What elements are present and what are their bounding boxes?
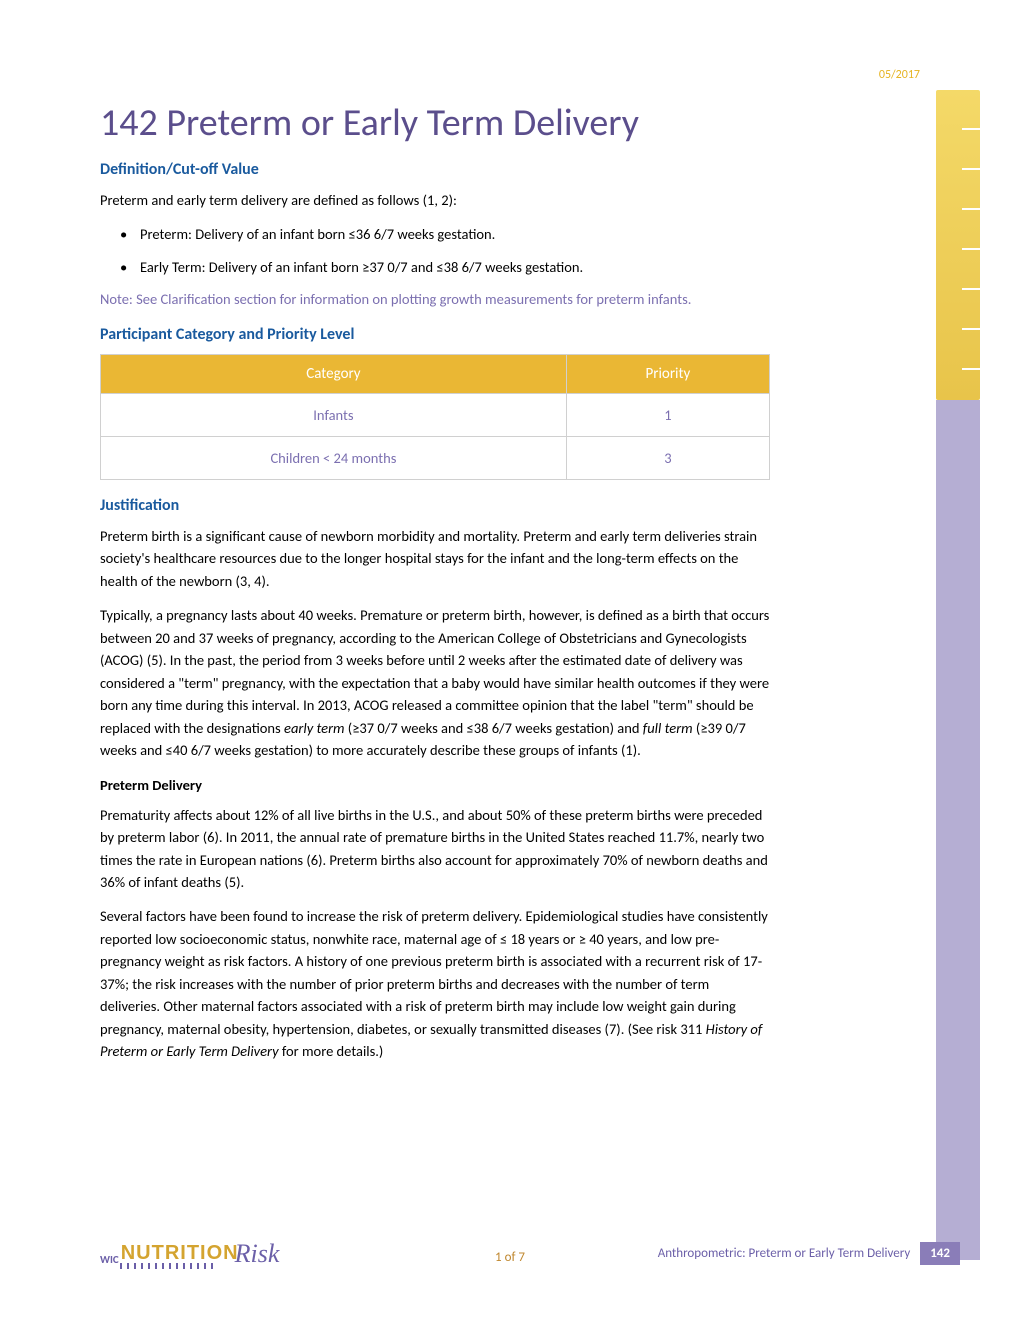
table-cell: Children < 24 months bbox=[101, 436, 567, 479]
list-item: Preterm: Delivery of an infant born ≤36 … bbox=[140, 223, 770, 245]
table-header: Category bbox=[101, 354, 567, 393]
footer-code-badge: 142 bbox=[920, 1242, 960, 1265]
justification-heading: Justification bbox=[100, 496, 770, 515]
body-text: Typically, a pregnancy lasts about 40 we… bbox=[100, 604, 770, 761]
text-span: for more details.) bbox=[279, 1042, 384, 1060]
text-span: Typically, a pregnancy lasts about 40 we… bbox=[100, 606, 769, 736]
definition-note: Note: See Clarification section for info… bbox=[100, 288, 770, 310]
logo-risk-text: Risk bbox=[235, 1239, 280, 1269]
subsection-heading: Preterm Delivery bbox=[100, 776, 770, 794]
sidebar-decoration bbox=[936, 400, 980, 1260]
definition-intro: Preterm and early term delivery are defi… bbox=[100, 189, 770, 211]
definition-heading: Definition/Cut-off Value bbox=[100, 160, 770, 179]
text-span: Several factors have been found to incre… bbox=[100, 907, 768, 1037]
table-header-row: Category Priority bbox=[101, 354, 770, 393]
italic-text: early term bbox=[284, 719, 345, 737]
footer-breadcrumb: Anthropometric: Preterm or Early Term De… bbox=[658, 1246, 911, 1261]
page-title: 142 Preterm or Early Term Delivery bbox=[100, 100, 770, 146]
table-cell: Infants bbox=[101, 393, 567, 436]
logo-wic-text: WIC bbox=[100, 1254, 119, 1265]
body-text: Preterm birth is a significant cause of … bbox=[100, 525, 770, 592]
page-number: 1 of 7 bbox=[495, 1250, 525, 1265]
logo: WIC NUTRITION Risk bbox=[100, 1235, 279, 1265]
logo-nutrition-text: NUTRITION bbox=[121, 1242, 239, 1265]
date-stamp: 05/2017 bbox=[879, 68, 920, 82]
table-row: Infants 1 bbox=[101, 393, 770, 436]
ruler-decoration bbox=[936, 90, 980, 400]
priority-table: Category Priority Infants 1 Children < 2… bbox=[100, 354, 770, 480]
table-cell: 3 bbox=[566, 436, 769, 479]
priority-heading: Participant Category and Priority Level bbox=[100, 325, 770, 344]
table-header: Priority bbox=[566, 354, 769, 393]
page-footer: WIC NUTRITION Risk 1 of 7 Anthropometric… bbox=[100, 1215, 920, 1265]
footer-right: Anthropometric: Preterm or Early Term De… bbox=[658, 1242, 960, 1265]
body-text: Prematurity affects about 12% of all liv… bbox=[100, 804, 770, 894]
table-cell: 1 bbox=[566, 393, 769, 436]
list-item: Early Term: Delivery of an infant born ≥… bbox=[140, 256, 770, 278]
page-content: 142 Preterm or Early Term Delivery Defin… bbox=[0, 0, 870, 1063]
logo-tick-marks bbox=[120, 1263, 215, 1269]
definition-list: Preterm: Delivery of an infant born ≤36 … bbox=[100, 223, 770, 278]
text-span: (≥37 0/7 weeks and ≤38 6/7 weeks gestati… bbox=[345, 719, 643, 737]
body-text: Several factors have been found to incre… bbox=[100, 905, 770, 1062]
italic-text: full term bbox=[643, 719, 693, 737]
table-row: Children < 24 months 3 bbox=[101, 436, 770, 479]
